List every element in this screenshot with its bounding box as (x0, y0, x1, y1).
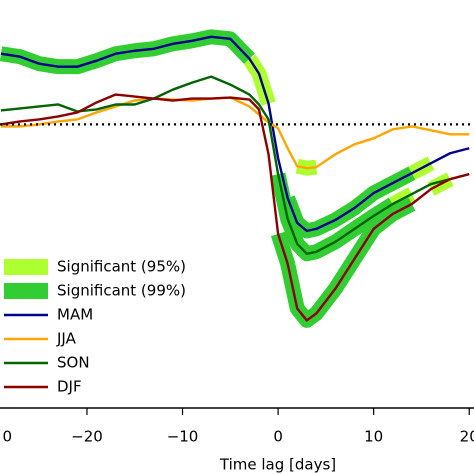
legend-swatch (4, 283, 48, 299)
legend-label: Significant (99%) (57, 282, 186, 300)
series-line (0, 93, 470, 322)
series-line (0, 75, 470, 255)
lines (0, 35, 470, 322)
legend-label: JJA (56, 330, 77, 348)
x-tick-label: 0 (273, 428, 283, 446)
x-tick-label: −20 (71, 428, 103, 446)
x-tick-label: −10 (167, 428, 199, 446)
legend-label: Significant (95%) (57, 258, 186, 276)
legend-swatch (4, 259, 48, 275)
legend-label: SON (57, 354, 90, 372)
x-tick-label: 20 (460, 428, 474, 446)
highlights (0, 29, 454, 328)
legend-label: MAM (57, 306, 93, 324)
legend-label: DJF (57, 378, 82, 396)
series-line (0, 35, 470, 233)
axes: 0 −20 −10 0 10 20 (0, 123, 474, 446)
x-tick-label: 10 (364, 428, 383, 446)
legend: Significant (95%) Significant (99%) MAM JJA… (4, 258, 186, 396)
x-tick-label: 0 (2, 428, 12, 446)
x-axis-label: Time lag [days] (219, 456, 336, 474)
